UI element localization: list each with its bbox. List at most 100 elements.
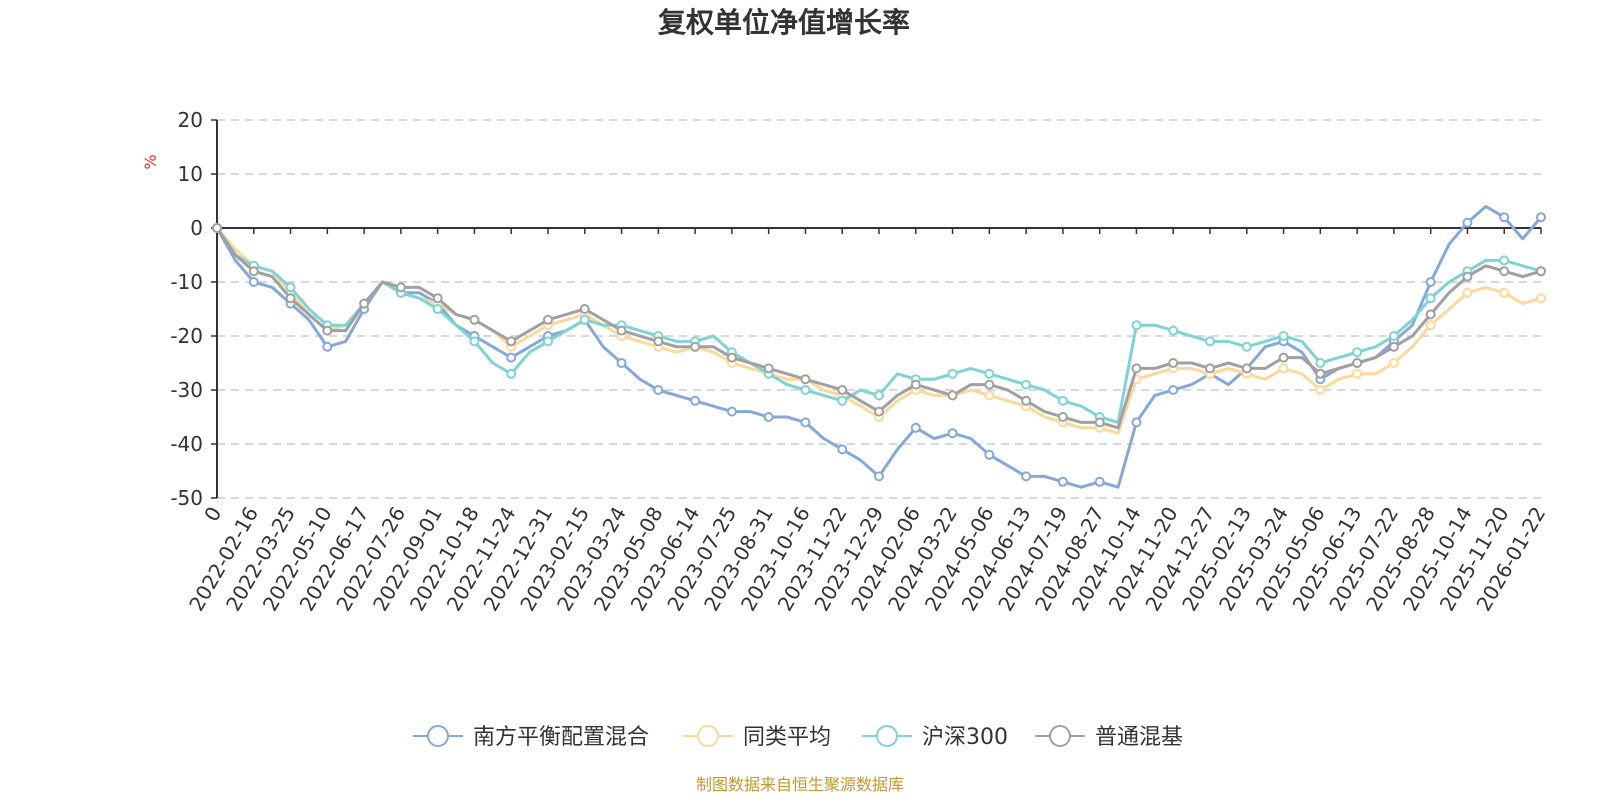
series-point bbox=[1094, 417, 1105, 428]
series-point bbox=[1499, 212, 1510, 223]
series-point bbox=[506, 336, 517, 347]
series-point bbox=[248, 277, 259, 287]
y-tick-label: 20 bbox=[178, 108, 203, 132]
legend-item-nanfang[interactable]: 南方平衡配置混合 bbox=[413, 725, 649, 750]
series-point bbox=[984, 368, 995, 379]
series-point bbox=[726, 406, 737, 417]
source-note: 制图数据来自恒生聚源数据库 bbox=[696, 775, 904, 794]
series-point bbox=[543, 314, 553, 325]
legend-label: 南方平衡配置混合 bbox=[473, 725, 649, 750]
series-point bbox=[395, 282, 406, 293]
series-point bbox=[1388, 341, 1399, 352]
series-point bbox=[616, 325, 627, 336]
series-point bbox=[1057, 412, 1068, 422]
series-point bbox=[690, 395, 701, 406]
series-point bbox=[947, 368, 958, 379]
series-point bbox=[359, 298, 370, 309]
series-point bbox=[616, 358, 627, 368]
series-line bbox=[215, 204, 1543, 489]
y-tick-label: -20 bbox=[170, 324, 203, 348]
series-point bbox=[1168, 325, 1179, 336]
series-point bbox=[763, 412, 774, 422]
series-point bbox=[1425, 277, 1436, 287]
series-point bbox=[543, 336, 553, 347]
series-point bbox=[984, 379, 995, 390]
y-tick-label: -10 bbox=[170, 270, 203, 294]
series-point bbox=[1352, 368, 1363, 379]
series-point bbox=[1425, 309, 1436, 320]
series-point bbox=[469, 314, 480, 325]
y-tick-label: -40 bbox=[170, 432, 203, 456]
series-point bbox=[1315, 368, 1326, 379]
legend-item-mixed-fund[interactable]: 普通混基 bbox=[1035, 725, 1183, 750]
series-point bbox=[1499, 287, 1510, 298]
series-point bbox=[432, 293, 443, 304]
series-point bbox=[1536, 212, 1546, 223]
series-lines bbox=[212, 204, 1546, 489]
series-point bbox=[947, 390, 958, 401]
grid-lines bbox=[217, 119, 1541, 499]
series-point bbox=[947, 428, 958, 439]
series-point bbox=[1425, 320, 1436, 331]
series-point bbox=[1205, 363, 1215, 374]
legend-item-csi300[interactable]: 沪深300 bbox=[862, 725, 1008, 750]
series-line bbox=[215, 227, 1542, 435]
y-tick-label: -30 bbox=[170, 378, 203, 402]
series-point bbox=[506, 352, 517, 363]
series-point bbox=[1536, 293, 1546, 304]
series-point bbox=[800, 417, 811, 428]
series-point bbox=[1315, 358, 1326, 368]
series-point bbox=[1462, 287, 1473, 298]
series-point bbox=[212, 223, 222, 233]
series-point bbox=[1241, 363, 1252, 374]
series-point bbox=[285, 282, 296, 293]
legend-marker bbox=[427, 725, 449, 747]
y-tick-label: 10 bbox=[178, 162, 203, 186]
x-tick-label: 0 bbox=[199, 503, 226, 526]
axes bbox=[216, 120, 1541, 498]
legend-label: 沪深300 bbox=[922, 725, 1008, 750]
series-point bbox=[322, 341, 333, 352]
series-point bbox=[1315, 385, 1326, 395]
series-point bbox=[1021, 471, 1032, 482]
series-point bbox=[1499, 255, 1510, 266]
series-point bbox=[579, 304, 590, 314]
series-point bbox=[1278, 363, 1289, 374]
y-axis-label: % bbox=[141, 154, 160, 169]
series-point bbox=[800, 374, 811, 385]
series-point bbox=[1131, 320, 1142, 331]
series-point bbox=[984, 449, 995, 460]
series-point bbox=[837, 395, 848, 406]
legend-label: 普通混基 bbox=[1095, 725, 1183, 750]
legend-marker bbox=[1049, 725, 1071, 747]
legend[interactable]: 南方平衡配置混合 同类平均 沪深300 普通混基 bbox=[413, 725, 1183, 750]
series-point bbox=[726, 352, 737, 363]
series-point bbox=[800, 385, 811, 395]
series-point bbox=[1352, 358, 1363, 368]
series-point bbox=[984, 390, 995, 401]
legend-marker bbox=[697, 725, 719, 747]
series-point bbox=[506, 368, 517, 379]
series-point bbox=[874, 471, 884, 482]
series-point bbox=[1057, 476, 1068, 487]
chart-title: 复权单位净值增长率 bbox=[658, 6, 910, 39]
series-point bbox=[1499, 266, 1510, 277]
legend-item-peer-average[interactable]: 同类平均 bbox=[683, 725, 831, 750]
series-point bbox=[1131, 363, 1142, 374]
series-point bbox=[432, 304, 443, 314]
series-point bbox=[248, 266, 259, 277]
series-point bbox=[1536, 266, 1546, 277]
series-point bbox=[1021, 379, 1032, 390]
series-point bbox=[874, 406, 884, 417]
series-point bbox=[910, 379, 921, 390]
series-point bbox=[1021, 395, 1032, 406]
series-point bbox=[1205, 336, 1215, 347]
series-point bbox=[1388, 331, 1399, 341]
series-point bbox=[1278, 331, 1289, 341]
series-point bbox=[653, 385, 664, 395]
legend-label: 同类平均 bbox=[743, 725, 831, 750]
series-point bbox=[322, 325, 333, 336]
series-point bbox=[837, 385, 848, 395]
series-point bbox=[763, 363, 774, 374]
series-point bbox=[1462, 271, 1473, 282]
